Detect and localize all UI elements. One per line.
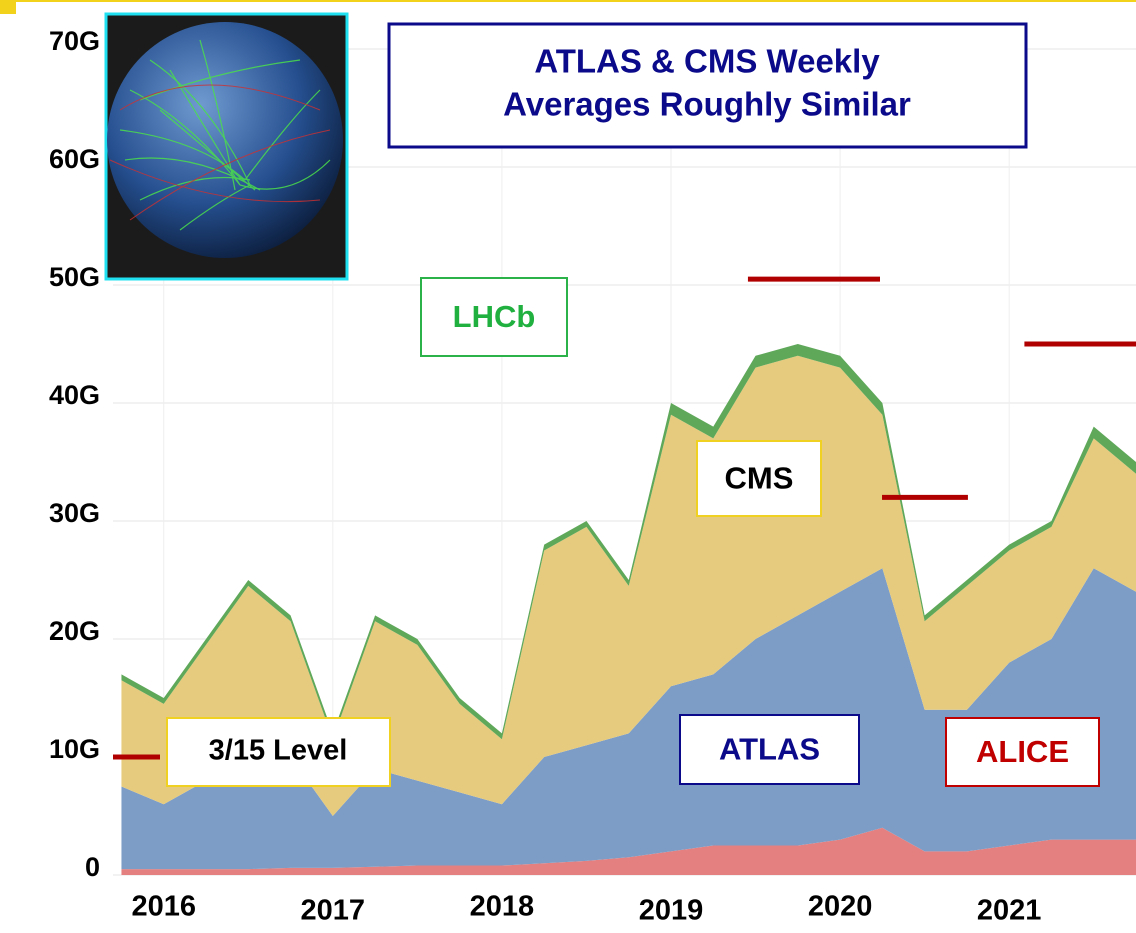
chart: ATLAS & CMS Weekly Averages Roughly Simi… bbox=[0, 0, 1136, 933]
title-box: ATLAS & CMS Weekly Averages Roughly Simi… bbox=[389, 24, 1026, 147]
annotation: 3/15 Level bbox=[209, 735, 348, 767]
legend-label: ATLAS bbox=[719, 732, 820, 767]
x-tick-label: 2020 bbox=[808, 891, 873, 923]
corner-mark bbox=[0, 0, 16, 14]
x-tick-label: 2016 bbox=[131, 891, 196, 923]
x-tick-label: 2017 bbox=[301, 895, 366, 927]
top-rule bbox=[0, 0, 1136, 2]
x-tick-label: 2018 bbox=[470, 891, 535, 923]
y-tick-label: 50G bbox=[49, 262, 100, 292]
y-tick-label: 0 bbox=[85, 852, 100, 882]
chart-title: ATLAS & CMS Weekly bbox=[534, 43, 880, 80]
legend-label: LHCb bbox=[453, 299, 536, 334]
x-tick-label: 2021 bbox=[977, 895, 1042, 927]
y-tick-label: 20G bbox=[49, 616, 100, 646]
globe-inset bbox=[106, 14, 347, 279]
legend-label: CMS bbox=[725, 461, 794, 496]
legend-label: ALICE bbox=[976, 734, 1069, 769]
y-tick-label: 10G bbox=[49, 734, 100, 764]
y-tick-label: 60G bbox=[49, 144, 100, 174]
chart-title: Averages Roughly Similar bbox=[503, 86, 911, 123]
y-tick-label: 70G bbox=[49, 26, 100, 56]
y-tick-label: 30G bbox=[49, 498, 100, 528]
x-tick-label: 2019 bbox=[639, 895, 704, 927]
page: ATLAS & CMS Weekly Averages Roughly Simi… bbox=[0, 0, 1136, 933]
y-tick-label: 40G bbox=[49, 380, 100, 410]
